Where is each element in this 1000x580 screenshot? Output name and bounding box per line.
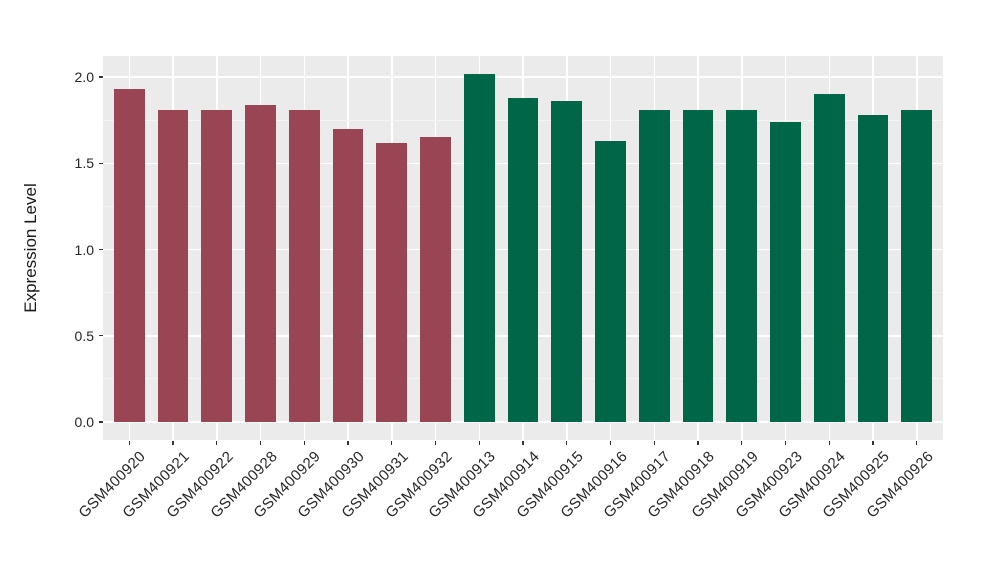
x-axis-tick	[609, 441, 612, 445]
x-axis-tick	[391, 441, 393, 445]
y-axis-tick-label: 0.0	[74, 414, 94, 431]
x-axis-tick	[653, 441, 655, 445]
x-axis-tick	[434, 441, 437, 445]
x-axis-tick	[478, 441, 480, 445]
x-axis-tick	[916, 441, 918, 445]
x-axis-tick	[522, 441, 524, 445]
bar-gsm400918	[682, 109, 714, 423]
bar-gsm400917	[638, 109, 670, 423]
bar-gsm400919	[726, 109, 758, 423]
x-axis-tick	[697, 441, 699, 445]
y-axis-tick	[99, 335, 103, 337]
y-axis-tick	[99, 162, 103, 164]
x-axis-tick	[347, 441, 349, 445]
bar-gsm400915	[551, 101, 583, 423]
x-axis-tick	[784, 441, 787, 445]
plot-panel	[103, 56, 943, 440]
x-axis-tick	[828, 441, 830, 445]
bar-gsm400924	[813, 94, 845, 423]
bar-gsm400921	[157, 109, 189, 423]
grid-major-horizontal	[103, 421, 943, 423]
x-axis-tick	[128, 441, 130, 445]
x-axis-tick	[259, 441, 262, 445]
x-axis-tick	[303, 441, 305, 445]
y-axis-tick	[99, 421, 103, 423]
bar-gsm400925	[857, 114, 889, 423]
bar-gsm400913	[463, 73, 495, 423]
x-axis-tick	[216, 441, 218, 445]
bar-gsm400932	[420, 137, 451, 423]
x-axis-tick	[566, 441, 568, 445]
y-axis-tick	[99, 248, 103, 251]
y-axis-tick-label: 1.0	[74, 241, 94, 258]
x-axis-tick	[741, 441, 743, 445]
bar-gsm400926	[901, 109, 933, 423]
bar-gsm400920	[113, 89, 145, 423]
bar-gsm400930	[332, 128, 364, 423]
bar-gsm400928	[245, 104, 276, 423]
y-axis-tick-label: 1.5	[74, 155, 94, 172]
bar-gsm400923	[770, 121, 801, 423]
bar-gsm400914	[507, 97, 539, 423]
bar-gsm400922	[201, 109, 233, 423]
bar-gsm400916	[595, 140, 626, 423]
y-axis-tick-label: 0.5	[74, 327, 94, 344]
y-axis-tick-label: 2.0	[74, 69, 94, 86]
x-axis-tick	[172, 441, 174, 445]
bar-gsm400931	[376, 142, 408, 423]
y-axis-tick	[99, 76, 103, 78]
grid-major-horizontal	[103, 76, 943, 78]
bar-gsm400929	[288, 109, 320, 423]
x-axis-tick	[872, 441, 874, 445]
